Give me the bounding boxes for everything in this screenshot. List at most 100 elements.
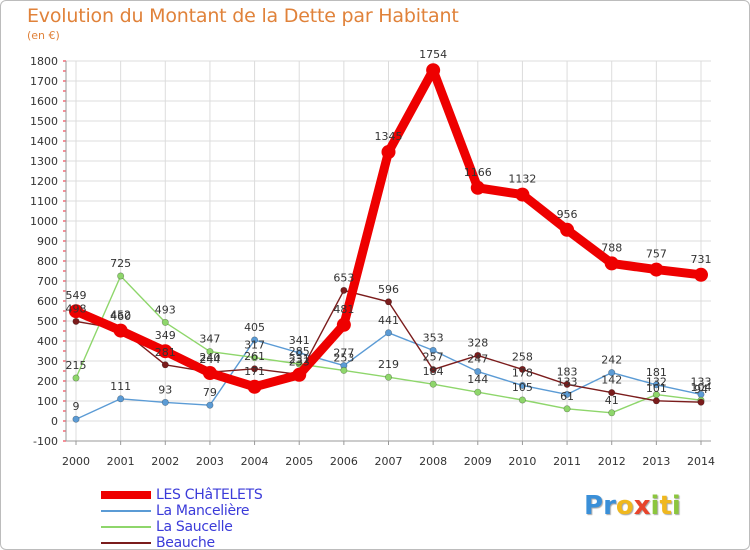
data-label: 231 — [289, 353, 310, 366]
legend-label: LES CHâTELETS — [156, 487, 263, 503]
data-label: 79 — [203, 386, 217, 399]
data-label: 452 — [110, 309, 131, 322]
data-point — [117, 395, 125, 403]
data-point — [649, 262, 664, 277]
data-point — [515, 187, 530, 202]
data-point — [72, 317, 80, 325]
data-point — [340, 286, 348, 294]
x-tick-label: 2004 — [241, 455, 269, 468]
data-point — [161, 361, 169, 369]
legend-item: Beauche — [101, 535, 401, 549]
data-label: 105 — [512, 381, 533, 394]
data-point — [251, 336, 259, 344]
data-label: 1166 — [464, 166, 492, 179]
y-tick-label: 1500 — [30, 115, 58, 128]
data-label: 233 — [289, 355, 310, 368]
data-label: 757 — [646, 248, 667, 261]
data-point — [72, 374, 80, 382]
x-tick-label: 2002 — [151, 455, 179, 468]
legend-swatch — [101, 510, 151, 512]
y-tick-label: 0 — [51, 415, 58, 428]
data-label: 144 — [467, 373, 488, 386]
x-tick-label: 2006 — [330, 455, 358, 468]
data-label: 61 — [560, 390, 574, 403]
data-label: 171 — [244, 365, 265, 378]
data-label: 133 — [557, 375, 578, 388]
data-label: 277 — [333, 347, 354, 360]
data-label: 549 — [66, 289, 87, 302]
data-label: 219 — [378, 358, 399, 371]
data-label: 460 — [110, 310, 131, 323]
data-label: 240 — [199, 351, 220, 364]
x-tick-label: 2011 — [553, 455, 581, 468]
y-tick-label: 200 — [37, 375, 58, 388]
legend-item: La Mancelière — [101, 503, 401, 519]
data-point — [69, 304, 83, 319]
data-label: 244 — [199, 353, 220, 366]
data-point — [608, 389, 616, 397]
y-tick-label: 1700 — [30, 75, 58, 88]
y-tick-label: 1000 — [30, 215, 58, 228]
y-tick-label: 100 — [37, 395, 58, 408]
y-tick-label: 1300 — [30, 155, 58, 168]
data-label: 9 — [73, 400, 80, 413]
y-tick-label: 700 — [37, 275, 58, 288]
x-tick-label: 2010 — [508, 455, 536, 468]
data-label: 142 — [601, 374, 622, 387]
logo-letter: t — [659, 491, 672, 521]
data-point — [429, 380, 437, 388]
data-label: 1345 — [375, 130, 403, 143]
data-point — [426, 63, 441, 78]
proxiti-logo: Proxiti — [584, 491, 681, 521]
data-point — [429, 346, 437, 354]
data-point — [604, 256, 619, 271]
data-point — [113, 323, 128, 338]
y-tick-label: 1800 — [30, 55, 58, 68]
y-tick-label: 800 — [37, 255, 58, 268]
data-point — [470, 180, 485, 195]
data-label: 1132 — [508, 173, 536, 186]
data-label: 653 — [333, 271, 354, 284]
data-point — [652, 397, 660, 405]
data-label: 247 — [467, 353, 488, 366]
data-label: 111 — [110, 380, 131, 393]
y-tick-label: -100 — [33, 435, 58, 448]
data-point — [161, 318, 169, 326]
data-point — [474, 388, 482, 396]
data-label: 353 — [423, 331, 444, 344]
data-point — [336, 317, 351, 332]
logo-letter: o — [615, 491, 634, 521]
x-tick-label: 2007 — [375, 455, 403, 468]
data-point — [117, 272, 125, 280]
data-label: 242 — [601, 354, 622, 367]
legend-swatch — [101, 542, 151, 544]
data-point — [474, 351, 482, 359]
data-label: 94 — [694, 383, 708, 396]
legend-label: La Saucelle — [156, 519, 233, 535]
x-tick-label: 2000 — [62, 455, 90, 468]
data-point — [292, 367, 307, 382]
data-label: 441 — [378, 314, 399, 327]
data-label: 93 — [158, 383, 172, 396]
data-point — [608, 409, 616, 417]
data-label: 349 — [155, 329, 176, 342]
legend-label: La Mancelière — [156, 503, 250, 519]
data-point — [251, 365, 259, 373]
data-point — [518, 381, 526, 389]
data-label: 405 — [244, 321, 265, 334]
x-tick-label: 2001 — [107, 455, 135, 468]
data-label: 101 — [646, 382, 667, 395]
data-label: 341 — [289, 334, 310, 347]
data-label: 104 — [691, 381, 712, 394]
data-label: 257 — [423, 351, 444, 364]
logo-letter: i — [650, 491, 660, 521]
data-label: 328 — [467, 336, 488, 349]
x-tick-label: 2008 — [419, 455, 447, 468]
data-point — [161, 398, 169, 406]
data-label: 731 — [691, 253, 712, 266]
data-point — [295, 349, 303, 357]
data-label: 1754 — [419, 48, 447, 61]
data-label: 281 — [155, 346, 176, 359]
x-tick-label: 2003 — [196, 455, 224, 468]
data-label: 956 — [557, 208, 578, 221]
